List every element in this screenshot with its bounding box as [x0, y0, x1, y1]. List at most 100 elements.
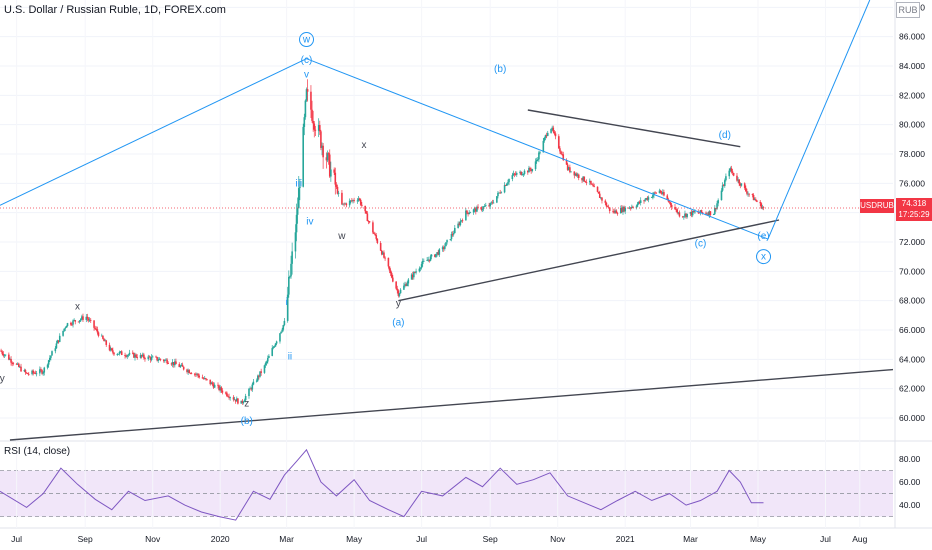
y-tick-label: 76.000 — [899, 178, 925, 188]
y-tick-label: 62.000 — [899, 384, 925, 394]
candle-body — [397, 290, 400, 296]
candle-body — [395, 281, 397, 289]
candle-body — [612, 210, 614, 212]
candle-body — [638, 201, 641, 203]
candle-body — [468, 212, 470, 215]
candle-body — [488, 205, 490, 207]
candle-body — [652, 195, 654, 198]
candle-body — [429, 256, 432, 261]
candle-body — [190, 373, 193, 374]
candle-body — [150, 356, 153, 360]
candle-body — [737, 179, 739, 181]
candle-body — [490, 202, 493, 204]
candle-body — [51, 351, 53, 356]
currency-badge[interactable]: RUB — [896, 2, 920, 18]
candle-body — [558, 136, 560, 149]
candle-body — [542, 140, 545, 153]
candle-body — [170, 363, 173, 365]
rsi-tick-label: 80.00 — [899, 454, 921, 464]
candle-body — [101, 335, 103, 337]
candle-body — [310, 91, 312, 110]
candle-body — [636, 203, 639, 207]
wave-label: (b) — [494, 64, 506, 75]
candle-body — [491, 202, 494, 204]
candle-body — [118, 351, 121, 354]
projection-line — [767, 0, 871, 240]
candle-body — [35, 373, 38, 375]
candle-body — [268, 355, 270, 359]
rsi-tick-label: 60.00 — [899, 477, 921, 487]
candle-body — [149, 357, 152, 360]
candle-body — [96, 329, 99, 333]
candle-body — [255, 380, 258, 382]
candle-body — [164, 359, 166, 362]
candle-body — [133, 353, 135, 358]
candle-body — [472, 209, 475, 213]
candle-body — [700, 210, 703, 213]
candle-body — [353, 200, 355, 202]
candle-body — [732, 172, 735, 176]
candle-body — [545, 135, 548, 136]
y-tick-label: 60.000 — [899, 413, 925, 423]
candle-body — [550, 128, 552, 133]
candle-body — [747, 193, 749, 195]
candle-body — [751, 194, 754, 195]
candle-body — [496, 196, 498, 203]
x-tick-label: May — [750, 534, 767, 544]
candle-body — [328, 154, 331, 177]
candle-body — [476, 206, 478, 212]
candle-body — [663, 192, 665, 196]
candle-body — [706, 213, 708, 215]
candle-body — [198, 375, 200, 378]
candle-body — [650, 197, 653, 198]
candle-body — [699, 210, 702, 213]
last-price: 74.318 — [901, 199, 927, 208]
candle-body — [453, 227, 456, 234]
y-tick-label: 78.000 — [899, 149, 925, 159]
candle-body — [662, 192, 664, 194]
candle-body — [348, 200, 351, 206]
candle-body — [686, 213, 688, 217]
candle-body — [705, 212, 707, 214]
candle-body — [317, 125, 320, 131]
candle-body — [195, 373, 197, 375]
candle-body — [242, 401, 245, 403]
candle-body — [97, 332, 100, 336]
candle-body — [459, 221, 462, 225]
candle-body — [95, 328, 98, 330]
candle-body — [678, 212, 681, 217]
candle-body — [250, 388, 252, 390]
candle-body — [605, 202, 608, 207]
candle-body — [752, 194, 755, 201]
candle-body — [211, 382, 214, 385]
wave-w-right-line — [306, 58, 769, 240]
candle-body — [212, 384, 215, 388]
x-tick-label: 2021 — [616, 534, 635, 544]
wave-label: (e) — [757, 231, 769, 242]
candle-body — [530, 169, 532, 171]
candle-body — [217, 384, 219, 386]
triangle-upper-line — [527, 109, 741, 148]
candle-body — [622, 206, 624, 212]
candle-body — [644, 199, 646, 201]
candle-body — [358, 198, 361, 200]
candle-body — [241, 400, 244, 403]
candle-body — [158, 358, 161, 361]
candle-body — [94, 327, 96, 329]
candle-body — [39, 369, 41, 374]
candle-body — [322, 145, 324, 158]
candle-body — [244, 396, 247, 401]
candle-body — [748, 193, 750, 195]
candle-body — [500, 192, 503, 194]
y-tick-label: 84.000 — [899, 61, 925, 71]
candle-body — [592, 184, 594, 187]
candle-body — [65, 325, 68, 328]
wave-label: (b) — [241, 416, 253, 427]
candle-body — [352, 200, 354, 201]
candle-body — [608, 207, 611, 211]
candle-body — [390, 273, 393, 278]
candle-body — [110, 348, 113, 351]
candle-body — [188, 370, 191, 373]
y-tick-label: 66.000 — [899, 325, 925, 335]
